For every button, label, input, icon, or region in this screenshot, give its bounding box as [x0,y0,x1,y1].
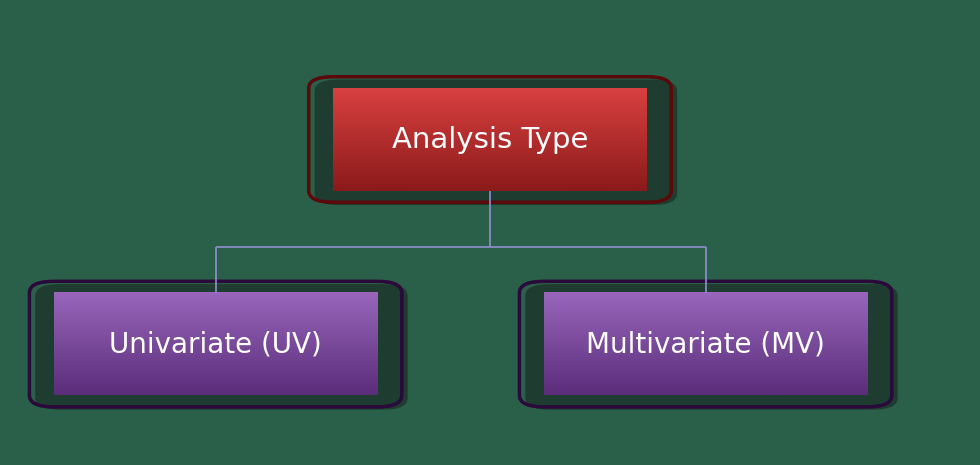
Text: Multivariate (MV): Multivariate (MV) [586,330,825,358]
FancyBboxPatch shape [35,284,408,410]
FancyBboxPatch shape [315,80,677,205]
Text: Analysis Type: Analysis Type [392,126,588,153]
FancyBboxPatch shape [525,284,898,410]
Text: Univariate (UV): Univariate (UV) [109,330,322,358]
